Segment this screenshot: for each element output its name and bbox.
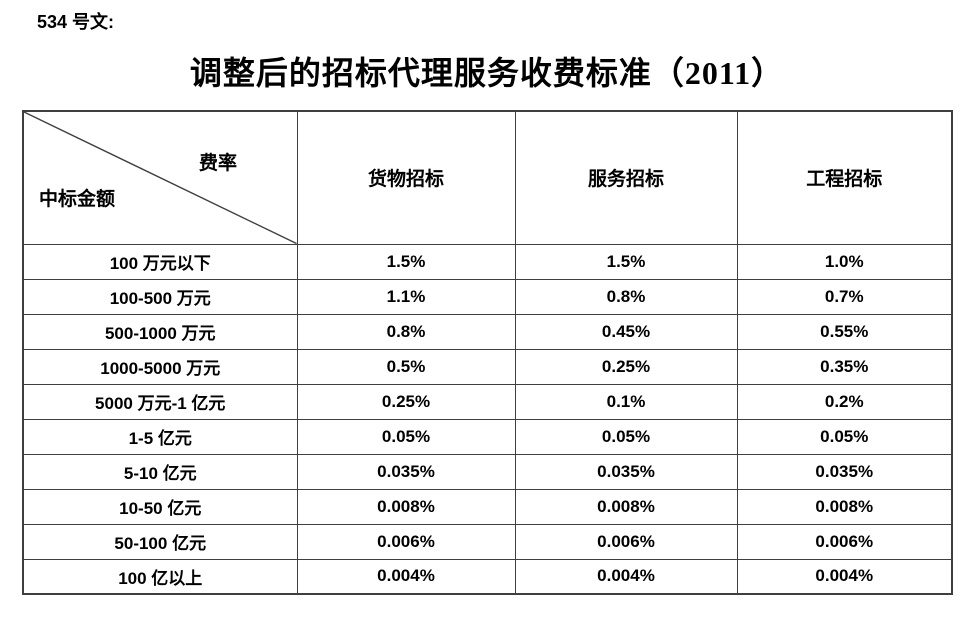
amount-cell: 5-10 亿元 bbox=[22, 453, 298, 490]
rate-cell: 0.25% bbox=[514, 348, 738, 385]
rate-cell: 0.55% bbox=[736, 313, 953, 350]
table-row: 1000-5000 万元 0.5% 0.25% 0.35% bbox=[22, 348, 953, 385]
table-row: 10-50 亿元 0.008% 0.008% 0.008% bbox=[22, 488, 953, 525]
rate-cell: 0.008% bbox=[736, 488, 953, 525]
column-header-engineering-tender: 工程招标 bbox=[736, 110, 953, 245]
rate-cell: 0.004% bbox=[736, 558, 953, 595]
rate-cell: 0.7% bbox=[736, 278, 953, 315]
amount-cell: 1000-5000 万元 bbox=[22, 348, 298, 385]
table-header-row: 费率 中标金额 货物招标 服务招标 工程招标 bbox=[22, 110, 953, 245]
amount-cell: 100-500 万元 bbox=[22, 278, 298, 315]
table-row: 50-100 亿元 0.006% 0.006% 0.006% bbox=[22, 523, 953, 560]
amount-cell: 100 万元以下 bbox=[22, 243, 298, 280]
rate-cell: 0.05% bbox=[296, 418, 516, 455]
rate-cell: 0.35% bbox=[736, 348, 953, 385]
column-header-service-tender: 服务招标 bbox=[514, 110, 738, 245]
rate-cell: 1.5% bbox=[296, 243, 516, 280]
fee-rate-table: 费率 中标金额 货物招标 服务招标 工程招标 100 万元以下 1.5% 1.5… bbox=[22, 110, 953, 595]
document-number-label: 534 号文: bbox=[37, 12, 115, 32]
diagonal-header-cell: 费率 中标金额 bbox=[22, 110, 298, 245]
rate-cell: 0.8% bbox=[296, 313, 516, 350]
rate-cell: 0.05% bbox=[514, 418, 738, 455]
rate-cell: 0.5% bbox=[296, 348, 516, 385]
amount-cell: 50-100 亿元 bbox=[22, 523, 298, 560]
amount-cell: 10-50 亿元 bbox=[22, 488, 298, 525]
rate-cell: 0.2% bbox=[736, 383, 953, 420]
rate-cell: 0.008% bbox=[514, 488, 738, 525]
table-row: 100 亿以上 0.004% 0.004% 0.004% bbox=[22, 558, 953, 595]
table-row: 5000 万元-1 亿元 0.25% 0.1% 0.2% bbox=[22, 383, 953, 420]
table-row: 100 万元以下 1.5% 1.5% 1.0% bbox=[22, 243, 953, 280]
rate-cell: 0.035% bbox=[514, 453, 738, 490]
rate-cell: 0.035% bbox=[736, 453, 953, 490]
amount-cell: 5000 万元-1 亿元 bbox=[22, 383, 298, 420]
amount-cell: 100 亿以上 bbox=[22, 558, 298, 595]
corner-label-bid-amount: 中标金额 bbox=[39, 189, 116, 210]
column-header-goods-tender: 货物招标 bbox=[296, 110, 516, 245]
rate-cell: 0.05% bbox=[736, 418, 953, 455]
corner-label-fee-rate: 费率 bbox=[199, 153, 238, 174]
rate-cell: 0.006% bbox=[736, 523, 953, 560]
table-row: 5-10 亿元 0.035% 0.035% 0.035% bbox=[22, 453, 953, 490]
rate-cell: 1.5% bbox=[514, 243, 738, 280]
amount-cell: 1-5 亿元 bbox=[22, 418, 298, 455]
rate-cell: 1.0% bbox=[736, 243, 953, 280]
amount-cell: 500-1000 万元 bbox=[22, 313, 298, 350]
rate-cell: 0.006% bbox=[514, 523, 738, 560]
rate-cell: 0.006% bbox=[296, 523, 516, 560]
rate-cell: 0.004% bbox=[296, 558, 516, 595]
diagonal-divider-line bbox=[24, 112, 297, 244]
rate-cell: 1.1% bbox=[296, 278, 516, 315]
rate-cell: 0.004% bbox=[514, 558, 738, 595]
rate-cell: 0.035% bbox=[296, 453, 516, 490]
page-title: 调整后的招标代理服务收费标准（2011） bbox=[189, 55, 785, 91]
rate-cell: 0.8% bbox=[514, 278, 738, 315]
rate-cell: 0.25% bbox=[296, 383, 516, 420]
table-row: 1-5 亿元 0.05% 0.05% 0.05% bbox=[22, 418, 953, 455]
table-row: 100-500 万元 1.1% 0.8% 0.7% bbox=[22, 278, 953, 315]
rate-cell: 0.45% bbox=[514, 313, 738, 350]
rate-cell: 0.008% bbox=[296, 488, 516, 525]
table-row: 500-1000 万元 0.8% 0.45% 0.55% bbox=[22, 313, 953, 350]
rate-cell: 0.1% bbox=[514, 383, 738, 420]
